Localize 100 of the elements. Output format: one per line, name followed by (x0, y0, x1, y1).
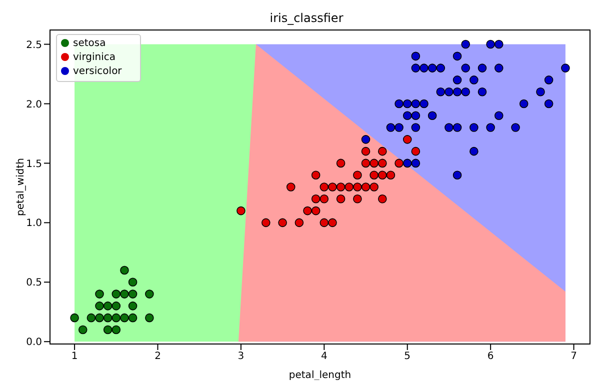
point (86, 313, 96, 322)
point (120, 266, 129, 275)
legend-label: versicolor (73, 66, 122, 77)
point (386, 123, 396, 132)
y-tick-label: 0.0 (26, 337, 42, 348)
x-tick-label: 2 (154, 351, 161, 362)
point (328, 218, 337, 228)
chart-title: iris_classfier (268, 11, 344, 25)
point (394, 99, 404, 108)
point (461, 40, 470, 49)
point (70, 313, 79, 322)
point (128, 313, 138, 322)
point (436, 87, 446, 96)
point (320, 182, 329, 192)
point (544, 99, 554, 108)
point (444, 123, 454, 132)
point (470, 146, 478, 156)
x-axis-title: petal_length (288, 370, 352, 381)
point (411, 99, 420, 108)
point (402, 158, 412, 168)
point (402, 99, 412, 108)
x-tick-label: 1 (71, 351, 78, 362)
point (344, 182, 354, 192)
point (378, 194, 387, 204)
x-tick-label: 4 (320, 351, 328, 362)
point (478, 87, 487, 96)
point (402, 135, 412, 144)
point (428, 111, 437, 120)
point (294, 218, 304, 228)
point (411, 111, 420, 120)
point (378, 146, 387, 156)
point (320, 194, 329, 204)
point (461, 87, 470, 96)
point (452, 52, 462, 61)
point (95, 313, 104, 322)
point (311, 194, 320, 204)
legend-label: virginica (73, 52, 116, 63)
point (336, 194, 346, 204)
point (411, 146, 420, 156)
point (470, 123, 478, 132)
point (361, 135, 370, 144)
point (278, 218, 287, 228)
point (561, 64, 570, 72)
point (511, 123, 520, 132)
y-tick-label: 1.5 (26, 158, 42, 170)
legend-label: setosa (73, 38, 106, 49)
point (78, 325, 88, 334)
point (394, 123, 404, 132)
point (378, 158, 387, 168)
point (461, 64, 470, 72)
point (494, 40, 504, 49)
point (112, 302, 121, 310)
point (311, 206, 320, 216)
point (236, 206, 246, 216)
point (120, 290, 129, 298)
point (452, 123, 462, 132)
x-tick-label: 6 (487, 351, 494, 362)
point (286, 182, 296, 192)
point (336, 158, 346, 168)
point (411, 52, 420, 61)
y-tick-label: 2.0 (26, 99, 42, 110)
x-tick-label: 3 (238, 351, 244, 362)
point (452, 170, 462, 180)
point (361, 182, 370, 192)
point (103, 313, 112, 322)
point (361, 158, 370, 168)
y-tick-label: 2.5 (26, 40, 42, 51)
point (436, 64, 446, 72)
y-tick-label: 1.0 (26, 218, 42, 230)
point (262, 218, 270, 228)
x-tick-label: 7 (570, 351, 577, 362)
point (353, 194, 362, 204)
point (370, 158, 378, 168)
point (320, 218, 329, 228)
point (353, 182, 362, 192)
point (370, 170, 378, 180)
y-axis-title: petal_width (16, 158, 27, 216)
point (519, 99, 528, 108)
point (112, 313, 121, 322)
point (145, 313, 154, 322)
point (311, 170, 320, 180)
x-tick-label: 5 (404, 351, 411, 362)
point (120, 313, 129, 322)
point (303, 206, 312, 216)
point (544, 76, 554, 84)
point (411, 64, 420, 72)
point (361, 146, 370, 156)
point (486, 40, 495, 49)
point (428, 64, 437, 72)
point (370, 182, 378, 192)
point (95, 302, 104, 310)
point (386, 170, 396, 180)
point (452, 87, 462, 96)
point (420, 99, 428, 108)
point (328, 182, 337, 192)
point (112, 290, 121, 298)
point (478, 64, 487, 72)
point (336, 182, 346, 192)
point (420, 64, 428, 72)
point (128, 278, 138, 287)
